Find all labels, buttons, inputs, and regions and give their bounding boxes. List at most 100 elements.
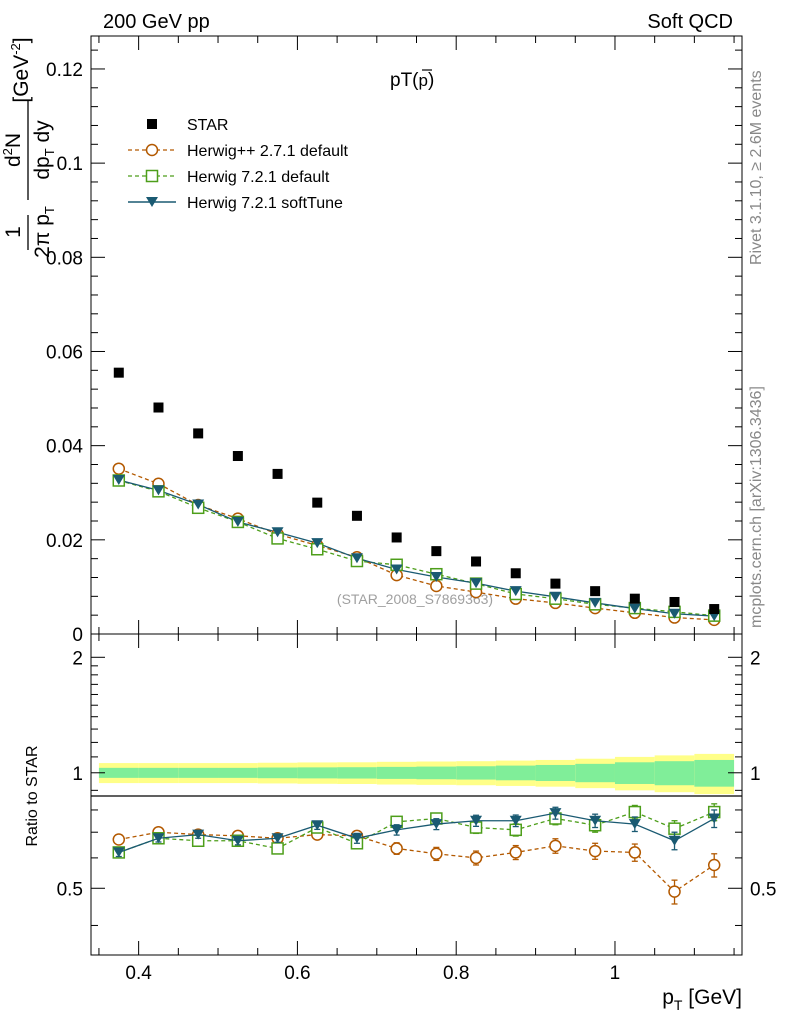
star-point	[510, 568, 521, 579]
star-point	[232, 451, 243, 462]
ratio-band-stat	[257, 767, 298, 779]
legend-marker-softtune	[146, 197, 158, 207]
main-y-tick-label: 0.04	[46, 437, 83, 458]
ratio-band-stat	[535, 764, 576, 781]
star-point	[193, 428, 204, 439]
ratio-band-stat	[337, 767, 377, 779]
ratio-softtune-point	[430, 819, 443, 830]
ratio-y-tick-label: 1	[72, 764, 83, 785]
ratio-y-axis-label: Ratio to STAR	[24, 745, 41, 846]
x-axis-label: pT [GeV]	[662, 986, 742, 1013]
herwigpp-point	[430, 579, 443, 593]
x-axis-label-sub: T	[674, 997, 683, 1013]
legend-item-herwigpp: Herwig++ 2.7.1 default	[128, 143, 349, 160]
analysis-watermark: (STAR_2008_S7869363)	[337, 591, 493, 607]
ratio-softtune-point	[390, 824, 403, 835]
star-point	[391, 532, 402, 543]
star-point	[669, 596, 680, 607]
star-point	[153, 402, 164, 413]
main-y-tick-label: 0.06	[46, 342, 83, 363]
ratio-band-stat	[495, 765, 536, 781]
legend-item-star: STAR	[147, 117, 228, 134]
ratio-y-tick-label: 2	[72, 648, 83, 669]
ratio-softtune-point	[549, 808, 562, 819]
ratio-band-stat	[694, 759, 735, 787]
ratio-herwigpp-point	[707, 858, 721, 872]
ratio-herwigpp-point	[588, 844, 602, 858]
softtune-point	[112, 475, 125, 486]
ratio-softtune-point	[152, 833, 165, 844]
ratio-softtune-point	[311, 820, 324, 831]
main-y-tick-label: 0.12	[46, 60, 83, 81]
ratio-softtune-point	[470, 815, 483, 826]
legend-item-softtune: Herwig 7.2.1 softTune	[128, 195, 343, 212]
legend-marker-herwig721	[145, 169, 159, 183]
ratio-softtune-point	[589, 815, 602, 826]
softtune-point	[668, 608, 681, 619]
legend-label-herwigpp: Herwig++ 2.7.1 default	[187, 143, 349, 160]
ratio-band-stat	[376, 766, 417, 779]
ratio-band-stat	[654, 761, 695, 786]
star-point	[272, 468, 283, 479]
ratio-herwigpp-point	[390, 842, 403, 855]
ratio-herwigpp-point	[509, 846, 522, 859]
softtune-point	[192, 499, 205, 510]
ratio-series-line	[118, 812, 715, 854]
legend-label-herwig721: Herwig 7.2.1 default	[187, 169, 330, 186]
softtune-point	[271, 527, 284, 538]
ratio-series-line	[118, 811, 715, 854]
ratio-softtune-point	[271, 833, 284, 844]
ratio-series	[112, 803, 721, 905]
legend-label-star: STAR	[187, 117, 228, 134]
ratio-band-stat	[297, 767, 338, 779]
ratio-softtune-point	[668, 835, 681, 846]
softtune-point	[152, 485, 165, 496]
ratio-y-tick-label: 0.5	[57, 879, 83, 900]
x-tick-label: 1	[610, 963, 621, 984]
main-y-axis-label: 1 2π pT d2N dpT dy [GeV-2]	[0, 37, 57, 257]
ylabel-one: 1	[2, 226, 25, 238]
ratio-softtune-point	[628, 819, 641, 830]
x-tick-labels: 0.4 0.6 0.8 1	[125, 963, 620, 984]
ratio-band-stat	[614, 762, 655, 784]
ratio-band-stat	[575, 763, 615, 783]
ratio-y-tick-label-right: 2	[750, 648, 761, 669]
main-panel: 0 0.02 0.04 0.06 0.08 0.1 0.12 pT(p) (STAR_200…	[0, 35, 743, 646]
ratio-herwigpp-point	[668, 885, 681, 898]
main-axis-ticks	[91, 36, 742, 635]
softtune-point	[390, 564, 403, 575]
legend-marker-herwigpp	[145, 143, 159, 157]
softtune-point	[231, 516, 244, 527]
star-point	[550, 578, 561, 589]
rivet-version-label: Rivet 3.1.10, ≥ 2.6M events	[748, 70, 765, 265]
ratio-softtune-point	[708, 813, 721, 824]
ratio-herwigpp-point	[430, 847, 443, 861]
ratio-band-stat	[416, 766, 457, 780]
ratio-band-stat	[178, 767, 219, 778]
ratio-band-stat	[98, 767, 139, 778]
ylabel-dpt-dy: dpT dy	[31, 120, 57, 180]
x-tick-label: 0.6	[284, 963, 310, 984]
ratio-softtune-point	[192, 829, 205, 840]
ratio-herwigpp-point	[628, 846, 642, 859]
ratio-softtune-point	[509, 815, 522, 826]
main-series-line	[118, 468, 715, 621]
main-y-tick-labels: 0 0.02 0.04 0.06 0.08 0.1 0.12	[46, 60, 83, 646]
ratio-plot-frame	[90, 633, 743, 956]
ratio-herwigpp-point	[549, 839, 562, 853]
ratio-uncertainty-band	[98, 753, 735, 795]
mcplots-label: mcplots.cern.ch [arXiv:1306.3436]	[748, 386, 765, 628]
ratio-panel: 0.5 0.5 1 1 2 2 0.4 0.6 0.8 1 Ratio to STAR pT […	[24, 633, 777, 1013]
ylabel-units: [GeV-2]	[8, 37, 33, 102]
ratio-softtune-point	[112, 847, 125, 858]
softtune-point	[350, 553, 363, 564]
main-series-line	[118, 479, 715, 617]
ylabel-d2n: d2N	[0, 133, 25, 167]
legend-item-herwig721: Herwig 7.2.1 default	[128, 169, 330, 186]
ratio-herwigpp-point	[469, 851, 483, 865]
header-right: Soft QCD	[647, 11, 733, 33]
ratio-herwig721-point	[271, 842, 284, 855]
ratio-y-tick-labels: 0.5 0.5 1 1 2 2	[57, 648, 777, 900]
ylabel-2pi-pt: 2π pT	[31, 206, 57, 258]
softtune-point	[430, 572, 443, 583]
